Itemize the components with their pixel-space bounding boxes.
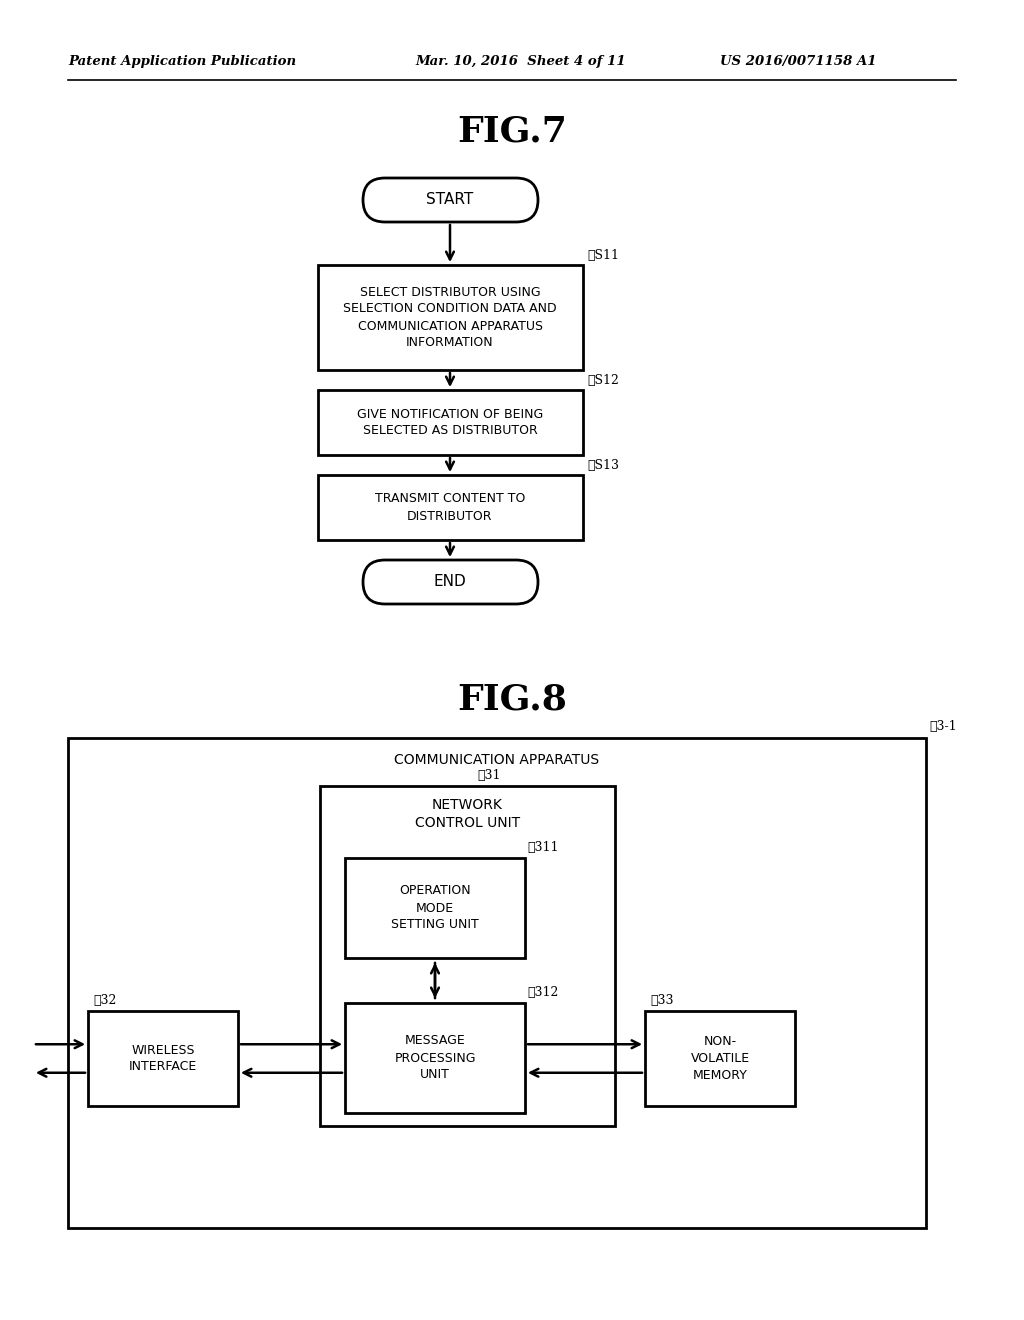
Text: 〈S13: 〈S13 [587, 459, 618, 473]
Text: 〈S11: 〈S11 [587, 249, 618, 261]
Bar [645, 1011, 795, 1106]
Text: START: START [426, 193, 474, 207]
Text: TRANSMIT CONTENT TO
DISTRIBUTOR: TRANSMIT CONTENT TO DISTRIBUTOR [375, 492, 525, 523]
Text: GIVE NOTIFICATION OF BEING
SELECTED AS DISTRIBUTOR: GIVE NOTIFICATION OF BEING SELECTED AS D… [357, 408, 543, 437]
Text: 〈3-1: 〈3-1 [929, 719, 956, 733]
Text: SELECT DISTRIBUTOR USING
SELECTION CONDITION DATA AND
COMMUNICATION APPARATUS
IN: SELECT DISTRIBUTOR USING SELECTION CONDI… [343, 285, 557, 350]
Text: MESSAGE
PROCESSING
UNIT: MESSAGE PROCESSING UNIT [394, 1035, 476, 1081]
Text: FIG.8: FIG.8 [457, 682, 567, 717]
Text: 〈32: 〈32 [93, 994, 117, 1007]
Text: 〈S12: 〈S12 [587, 374, 618, 387]
Text: COMMUNICATION APPARATUS: COMMUNICATION APPARATUS [394, 752, 600, 767]
Text: 〈33: 〈33 [650, 994, 674, 1007]
Text: 〈312: 〈312 [527, 986, 558, 999]
Text: OPERATION
MODE
SETTING UNIT: OPERATION MODE SETTING UNIT [391, 884, 479, 932]
Text: Mar. 10, 2016  Sheet 4 of 11: Mar. 10, 2016 Sheet 4 of 11 [415, 55, 626, 69]
Text: Patent Application Publication: Patent Application Publication [68, 55, 296, 69]
Text: 〈311: 〈311 [527, 841, 558, 854]
Text: NETWORK
CONTROL UNIT: NETWORK CONTROL UNIT [415, 797, 520, 830]
Text: END: END [433, 574, 466, 590]
Bar [345, 858, 525, 958]
Bar [318, 265, 583, 370]
Text: 〈31: 〈31 [477, 770, 501, 781]
Bar [345, 1003, 525, 1113]
Bar [318, 389, 583, 455]
Bar [68, 738, 926, 1228]
Bar [318, 475, 583, 540]
Text: US 2016/0071158 A1: US 2016/0071158 A1 [720, 55, 877, 69]
Bar [319, 785, 615, 1126]
Text: NON-
VOLATILE
MEMORY: NON- VOLATILE MEMORY [690, 1035, 750, 1082]
Text: WIRELESS
INTERFACE: WIRELESS INTERFACE [129, 1044, 198, 1073]
FancyBboxPatch shape [362, 178, 538, 222]
Text: FIG.7: FIG.7 [457, 115, 567, 149]
Bar [88, 1011, 238, 1106]
FancyBboxPatch shape [362, 560, 538, 605]
